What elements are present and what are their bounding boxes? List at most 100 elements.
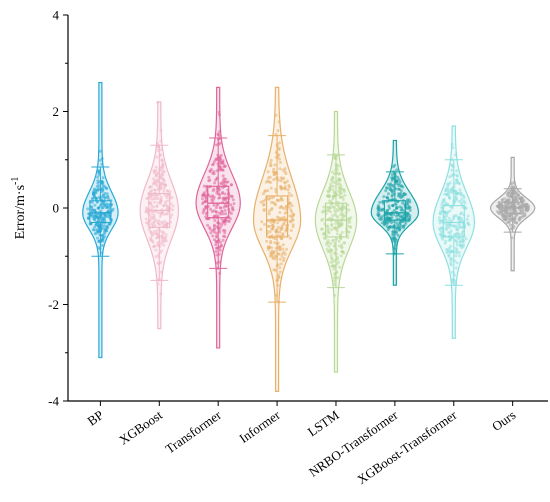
data-point (152, 171, 156, 175)
data-point (271, 256, 275, 260)
data-point (211, 163, 215, 167)
data-point (400, 194, 404, 198)
data-point (329, 248, 333, 252)
data-point (339, 254, 343, 258)
data-point (215, 191, 219, 195)
data-point (395, 206, 399, 210)
data-point (453, 189, 457, 193)
data-point (336, 257, 339, 261)
data-point (324, 243, 328, 246)
data-point (341, 198, 345, 202)
data-point (94, 189, 98, 193)
data-point (153, 200, 156, 204)
data-point (457, 251, 461, 254)
data-point (406, 198, 410, 202)
data-point (161, 233, 165, 237)
data-point (274, 237, 277, 241)
data-point (346, 224, 350, 228)
data-point (214, 243, 218, 247)
data-point (507, 208, 511, 212)
data-point (149, 189, 153, 193)
data-point (399, 189, 403, 193)
y-axis-title: Error/m·s-1 (10, 177, 28, 240)
data-point (337, 172, 341, 176)
data-point (391, 230, 395, 234)
data-point (223, 209, 227, 212)
data-point (272, 221, 276, 224)
data-point (269, 251, 273, 255)
data-point (279, 161, 282, 164)
data-point (215, 177, 219, 180)
data-point (454, 282, 458, 285)
data-point (107, 215, 111, 219)
data-point (104, 206, 108, 209)
data-point (505, 216, 509, 220)
data-point (395, 221, 399, 225)
data-point (218, 226, 222, 229)
data-point (384, 216, 388, 220)
data-point (447, 254, 451, 257)
data-point (208, 227, 212, 231)
data-point (231, 207, 234, 211)
data-point (291, 225, 295, 229)
data-point (100, 162, 104, 166)
data-point (162, 186, 166, 190)
data-point (165, 207, 169, 211)
data-point (444, 218, 448, 222)
data-point (461, 194, 465, 198)
data-point (145, 208, 149, 212)
data-point (272, 167, 276, 171)
data-point (223, 192, 227, 196)
data-point (166, 189, 170, 193)
data-point (154, 255, 158, 259)
data-point (214, 250, 218, 254)
data-point (391, 226, 395, 230)
data-point (349, 225, 353, 229)
data-point (287, 184, 291, 187)
data-point (283, 187, 287, 191)
data-point (460, 246, 464, 250)
data-point (219, 182, 223, 185)
data-point (171, 208, 175, 212)
data-point (211, 234, 215, 238)
data-point (449, 261, 453, 265)
data-point (460, 197, 464, 201)
data-point (338, 182, 342, 186)
data-point (152, 217, 156, 220)
data-point (336, 215, 340, 219)
data-point (327, 250, 330, 254)
data-point (202, 184, 206, 188)
data-point (391, 183, 395, 187)
data-point (267, 212, 271, 216)
data-point (499, 209, 502, 213)
data-point (219, 240, 223, 244)
data-point (153, 188, 157, 192)
data-point (206, 223, 210, 227)
data-point (289, 236, 292, 240)
data-point (326, 189, 330, 193)
data-point (329, 242, 333, 246)
data-point (278, 266, 282, 270)
data-point (457, 218, 461, 222)
data-point (524, 208, 528, 212)
iqr-box (266, 195, 289, 238)
violin-lstm (314, 110, 358, 373)
data-point (211, 229, 214, 233)
data-point (376, 204, 380, 208)
data-point (264, 180, 268, 184)
data-point (331, 188, 335, 192)
data-point (269, 241, 273, 245)
data-point (218, 141, 222, 145)
data-point (348, 218, 351, 222)
data-point (339, 191, 343, 195)
data-point (260, 220, 264, 224)
data-point (156, 241, 160, 244)
data-point (329, 251, 333, 255)
data-point (273, 163, 277, 167)
data-point (444, 189, 448, 193)
data-point (99, 188, 103, 192)
data-point (101, 176, 105, 180)
data-point (154, 236, 158, 240)
data-point (338, 265, 342, 269)
data-point (393, 202, 397, 205)
